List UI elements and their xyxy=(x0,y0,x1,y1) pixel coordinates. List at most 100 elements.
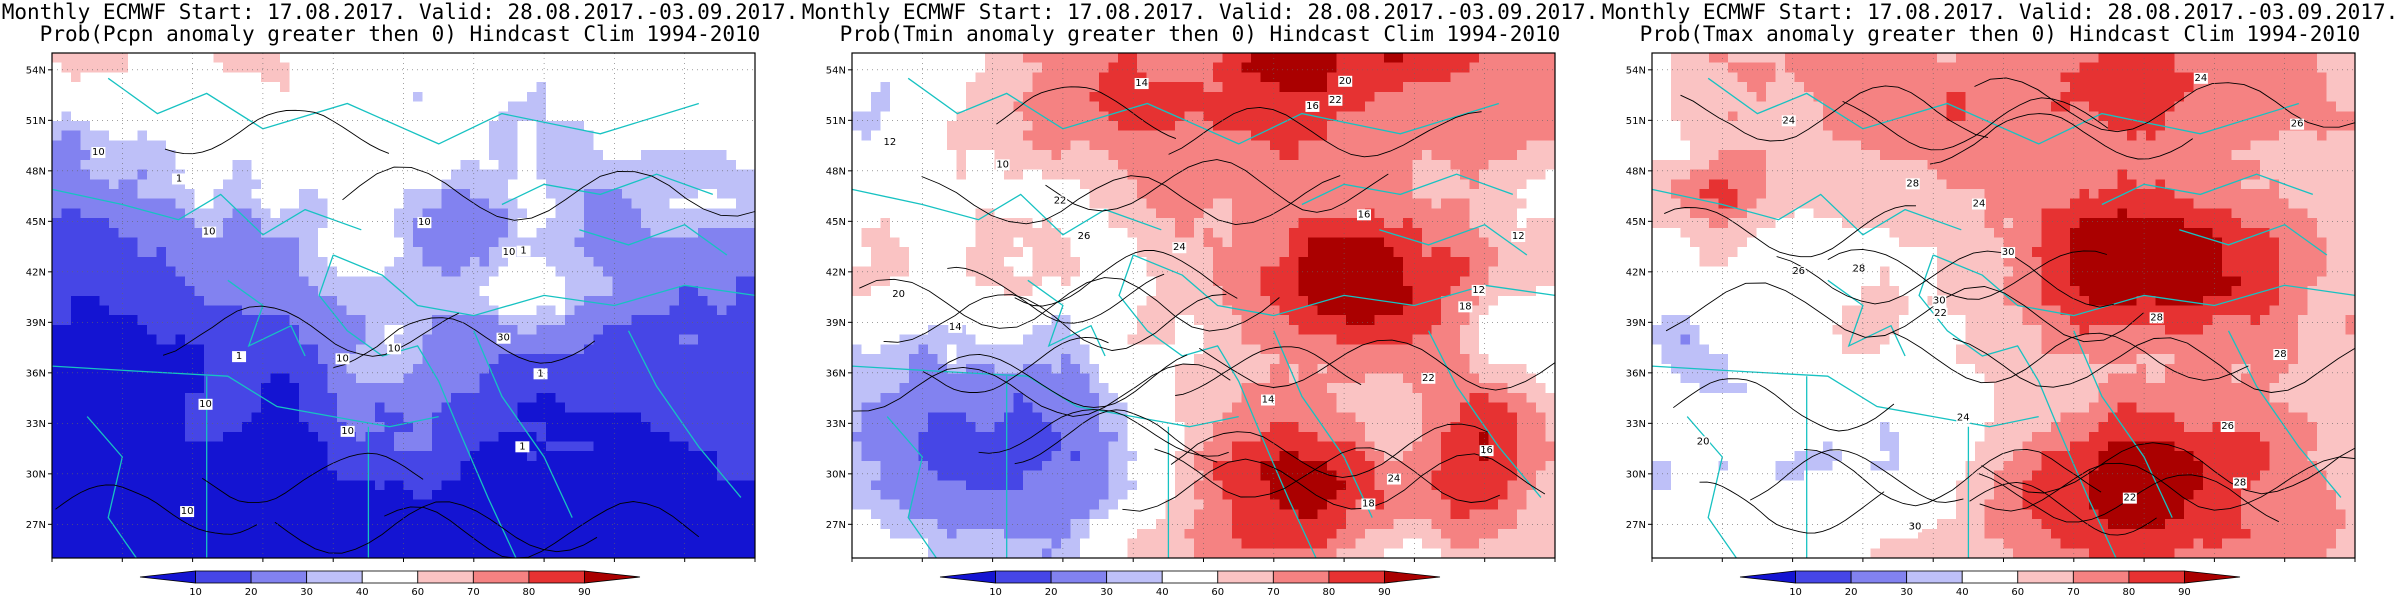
heatmap-cell xyxy=(546,227,557,239)
heatmap-cell xyxy=(251,72,262,83)
heatmap-cell xyxy=(365,198,376,209)
heatmap-cell xyxy=(508,130,519,141)
heatmap-cell xyxy=(118,256,129,268)
heatmap-cell xyxy=(270,344,281,355)
heatmap-cell xyxy=(223,286,234,297)
heatmap-cell xyxy=(346,111,357,122)
heatmap-cell xyxy=(242,159,253,171)
heatmap-cell xyxy=(1099,120,1110,132)
heatmap-cell xyxy=(147,363,158,375)
heatmap-cell xyxy=(1336,169,1347,180)
heatmap-cell xyxy=(650,480,661,491)
heatmap-cell xyxy=(1042,111,1053,122)
heatmap-cell xyxy=(679,412,690,423)
heatmap-cell xyxy=(603,363,614,375)
heatmap-cell xyxy=(698,392,709,404)
heatmap-cell xyxy=(593,451,604,462)
heatmap-cell xyxy=(232,188,243,200)
heatmap-cell xyxy=(403,62,414,74)
heatmap-cell xyxy=(1545,111,1556,122)
heatmap-cell xyxy=(346,383,357,394)
heatmap-cell xyxy=(565,53,576,64)
heatmap-cell xyxy=(631,295,642,307)
heatmap-cell xyxy=(422,227,433,239)
heatmap-cell xyxy=(956,91,967,103)
heatmap-cell xyxy=(1346,91,1357,103)
heatmap-cell xyxy=(413,451,424,462)
heatmap-cell xyxy=(890,62,901,74)
heatmap-cell xyxy=(337,490,348,501)
heatmap-cell xyxy=(603,179,614,190)
heatmap-cell xyxy=(1222,111,1233,122)
heatmap-cell xyxy=(242,62,253,74)
heatmap-cell xyxy=(1175,159,1186,171)
heatmap-cell xyxy=(384,188,395,200)
heatmap-cell xyxy=(394,460,405,472)
heatmap-cell xyxy=(688,237,699,248)
heatmap-cell xyxy=(726,402,737,413)
heatmap-cell xyxy=(1108,53,1119,64)
heatmap-cell xyxy=(726,91,737,103)
heatmap-cell xyxy=(99,256,110,268)
heatmap-cell xyxy=(175,82,186,93)
heatmap-cell xyxy=(432,53,443,64)
heatmap-cell xyxy=(660,363,671,375)
heatmap-cell xyxy=(498,140,509,151)
heatmap-cell xyxy=(327,363,338,375)
heatmap-cell xyxy=(622,247,633,258)
heatmap-cell xyxy=(166,363,177,375)
heatmap-cell xyxy=(356,538,367,549)
heatmap-cell xyxy=(546,169,557,180)
heatmap-cell xyxy=(204,198,215,209)
heatmap-cell xyxy=(1336,159,1347,171)
heatmap-cell xyxy=(375,188,386,200)
heatmap-cell xyxy=(1070,159,1081,171)
heatmap-cell xyxy=(242,548,253,559)
heatmap-cell xyxy=(460,519,471,530)
heatmap-cell xyxy=(109,315,120,326)
heatmap-cell xyxy=(80,101,91,112)
heatmap-cell xyxy=(622,169,633,180)
heatmap-cell xyxy=(1156,53,1167,64)
heatmap-cell xyxy=(223,169,234,180)
contour-label: 10 xyxy=(199,399,212,410)
heatmap-cell xyxy=(185,159,196,171)
heatmap-cell xyxy=(745,227,756,239)
heatmap-cell xyxy=(1450,150,1461,161)
heatmap-cell xyxy=(308,140,319,151)
heatmap-cell xyxy=(1308,159,1319,171)
heatmap-cell xyxy=(1118,82,1129,93)
heatmap-cell xyxy=(555,179,566,190)
heatmap-cell xyxy=(536,198,547,209)
heatmap-cell xyxy=(394,402,405,413)
contour-line xyxy=(342,166,756,221)
heatmap-cell xyxy=(1374,53,1385,64)
heatmap-cell xyxy=(1393,150,1404,161)
heatmap-cell xyxy=(128,62,139,74)
heatmap-cell xyxy=(356,276,367,287)
heatmap-cell xyxy=(717,256,728,268)
heatmap-cell xyxy=(80,179,91,190)
heatmap-cell xyxy=(966,169,977,180)
heatmap-cell xyxy=(679,383,690,394)
heatmap-cell xyxy=(650,82,661,93)
heatmap-cell xyxy=(232,490,243,501)
heatmap-cell xyxy=(365,62,376,74)
heatmap-cell xyxy=(871,159,882,171)
heatmap-cell xyxy=(280,305,291,316)
heatmap-cell xyxy=(660,490,671,501)
heatmap-cell xyxy=(679,315,690,326)
heatmap-cell xyxy=(308,373,319,384)
heatmap-cell xyxy=(109,373,120,384)
heatmap-cell xyxy=(565,548,576,559)
heatmap-cell xyxy=(156,111,167,122)
heatmap-cell xyxy=(603,373,614,384)
heatmap-cell xyxy=(80,237,91,248)
heatmap-cell xyxy=(128,198,139,209)
heatmap-cell xyxy=(185,91,196,103)
heatmap-cell xyxy=(698,363,709,375)
heatmap-cell xyxy=(52,276,63,287)
heatmap-cell xyxy=(365,490,376,501)
heatmap-cell xyxy=(337,91,348,103)
heatmap-cell xyxy=(128,480,139,491)
